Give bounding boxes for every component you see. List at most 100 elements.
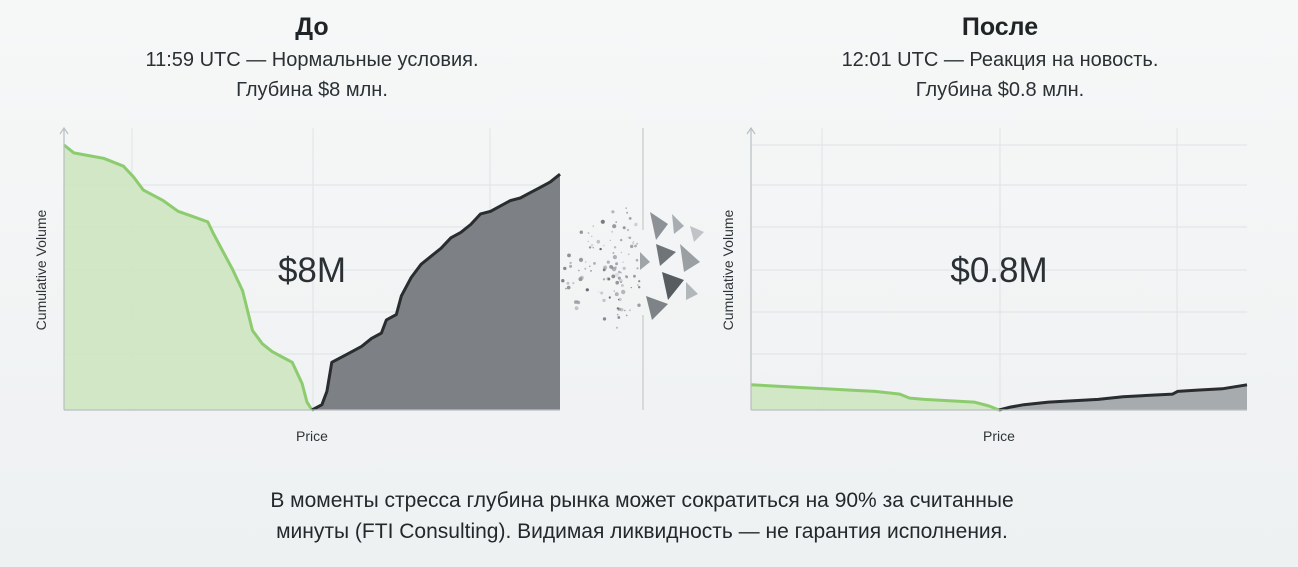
particle bbox=[565, 287, 567, 290]
particle bbox=[590, 269, 592, 272]
caption-line2: минуты (FTI Consulting). Видимая ликвидн… bbox=[276, 520, 1008, 543]
particle bbox=[613, 290, 615, 292]
particle bbox=[621, 289, 626, 295]
particle bbox=[612, 255, 618, 260]
particle bbox=[602, 244, 605, 247]
particle bbox=[614, 272, 620, 277]
particle bbox=[600, 219, 605, 224]
chart-after-y-label: Cumulative Volume bbox=[720, 209, 736, 330]
particle bbox=[578, 269, 580, 272]
particle bbox=[590, 243, 594, 247]
shatter-particles bbox=[561, 207, 641, 329]
particle bbox=[611, 230, 614, 233]
chart-before-y-label: Cumulative Volume bbox=[33, 209, 49, 330]
particle bbox=[566, 285, 571, 290]
panel-after-subtitle-line1: 12:01 UTC — Реакция на новость. bbox=[842, 49, 1159, 71]
particle bbox=[637, 303, 641, 307]
particle bbox=[628, 236, 632, 240]
particle bbox=[637, 284, 639, 286]
particle bbox=[611, 267, 617, 272]
particle bbox=[634, 222, 638, 227]
particle bbox=[615, 280, 619, 285]
particle bbox=[622, 261, 624, 263]
shard bbox=[656, 244, 676, 266]
particle bbox=[569, 261, 572, 265]
particle bbox=[574, 300, 578, 304]
particle bbox=[636, 242, 639, 245]
particle bbox=[602, 278, 606, 281]
particle bbox=[584, 261, 587, 263]
chart-after-bid-line bbox=[750, 383, 1000, 412]
chart-after: $0.8M Price Cumulative Volume bbox=[720, 126, 1248, 444]
shard bbox=[680, 244, 700, 272]
particle bbox=[609, 239, 611, 241]
shard bbox=[690, 226, 704, 242]
particle bbox=[626, 228, 630, 232]
caption-line1: В моменты стресса глубина рынка может со… bbox=[270, 489, 1013, 512]
chart-before-bid-area bbox=[64, 145, 312, 410]
particle bbox=[579, 275, 584, 280]
chart-after-axes bbox=[746, 126, 1247, 411]
particle bbox=[611, 274, 616, 279]
chart-before-y-axis-arrow-icon bbox=[59, 126, 69, 135]
particle bbox=[596, 239, 601, 244]
particle bbox=[630, 286, 632, 289]
panel-before-subtitle-line2: Глубина $8 млн. bbox=[236, 79, 388, 101]
panel-after-subtitle-line2: Глубина $0.8 млн. bbox=[916, 79, 1084, 101]
chart-after-ask-line bbox=[998, 383, 1248, 412]
particle bbox=[636, 267, 639, 270]
chart-after-grid bbox=[751, 128, 1247, 410]
particle bbox=[600, 291, 604, 295]
shatter-shards bbox=[640, 212, 704, 320]
particle bbox=[609, 265, 613, 269]
particle bbox=[638, 286, 641, 289]
particle bbox=[628, 309, 631, 312]
particle bbox=[567, 253, 571, 258]
particle bbox=[617, 307, 621, 311]
particle bbox=[579, 230, 583, 234]
shard bbox=[662, 272, 684, 300]
particle bbox=[618, 297, 622, 302]
particle bbox=[617, 276, 621, 280]
particle bbox=[620, 308, 624, 312]
chart-after-x-label: Price bbox=[983, 428, 1015, 444]
particle bbox=[627, 253, 630, 256]
particle bbox=[630, 244, 634, 249]
particle bbox=[587, 240, 589, 243]
chart-before-ask-area bbox=[312, 174, 560, 410]
particle bbox=[617, 316, 621, 319]
particle bbox=[632, 240, 635, 243]
particle bbox=[592, 247, 594, 249]
chart-after-y-axis-arrow-icon bbox=[746, 126, 756, 135]
particle bbox=[612, 224, 617, 229]
particle bbox=[634, 244, 637, 248]
particle bbox=[611, 210, 615, 214]
particle bbox=[620, 271, 622, 274]
shard bbox=[640, 252, 650, 270]
particle bbox=[574, 306, 579, 311]
particle bbox=[578, 257, 584, 262]
particle bbox=[612, 252, 615, 254]
chart-after-bid-area bbox=[751, 384, 999, 410]
particle bbox=[599, 247, 602, 251]
particle bbox=[620, 238, 623, 242]
particle bbox=[625, 275, 627, 277]
particle bbox=[563, 266, 567, 271]
panel-before-subtitle-line1: 11:59 UTC — Нормальные условия. bbox=[145, 49, 478, 71]
particle bbox=[622, 226, 626, 230]
particle bbox=[620, 251, 623, 254]
shard bbox=[650, 212, 668, 240]
particle bbox=[584, 267, 587, 270]
particle bbox=[602, 268, 606, 272]
particle bbox=[569, 264, 573, 268]
particle bbox=[606, 260, 610, 264]
particle bbox=[591, 235, 593, 237]
particle bbox=[631, 242, 635, 245]
particle bbox=[613, 246, 617, 249]
chart-before-ask-line bbox=[311, 173, 561, 412]
particle bbox=[627, 236, 629, 239]
particle bbox=[593, 262, 596, 265]
particle bbox=[625, 314, 628, 317]
particle bbox=[608, 296, 611, 299]
particle bbox=[587, 232, 590, 234]
